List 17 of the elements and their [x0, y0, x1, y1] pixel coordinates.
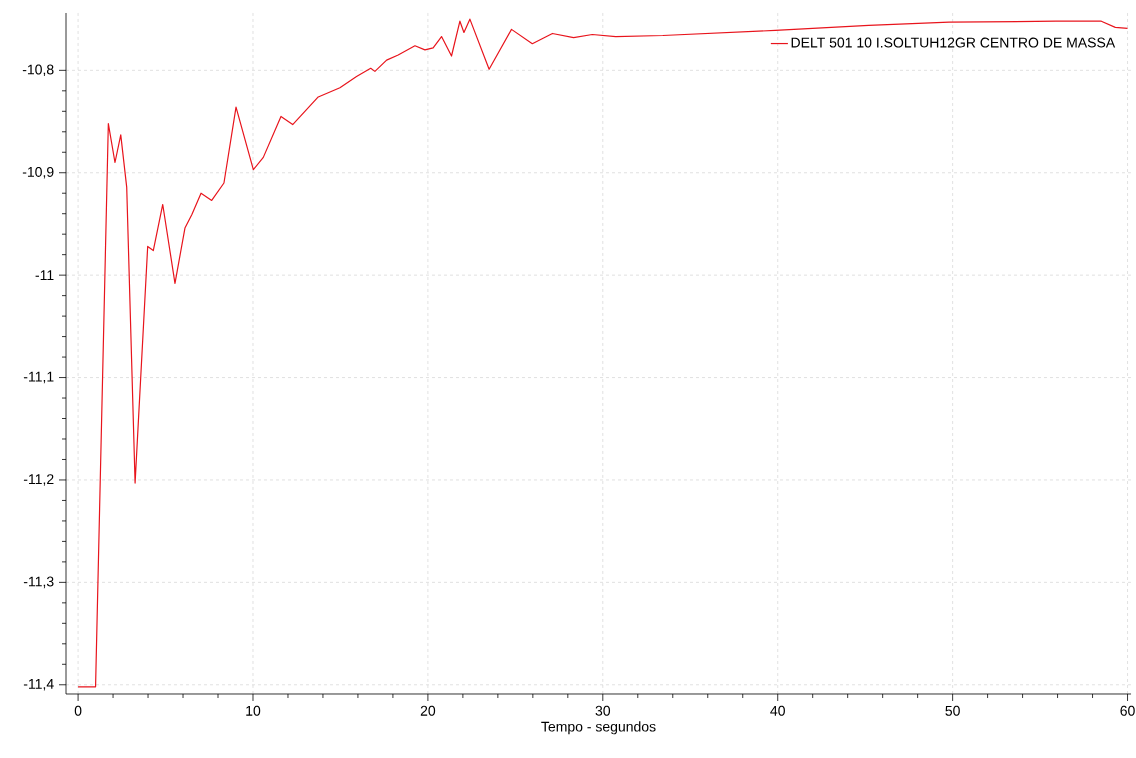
x-tick-label: 10	[246, 705, 261, 716]
x-tick-label: 50	[945, 705, 960, 716]
y-tick-label: -11,4	[23, 679, 54, 691]
y-tick-label: -10,8	[22, 64, 54, 77]
x-tick-label: 40	[770, 705, 785, 716]
x-tick-label: 20	[420, 705, 436, 716]
legend-label: DELT 501 10 I.SOLTUH12GR CENTRO DE MASSA	[791, 37, 1116, 48]
y-tick-label: -11,3	[23, 576, 54, 589]
line-series	[77, 18, 1129, 688]
y-tick-label: -11	[35, 270, 54, 280]
y-tick-label: -10,9	[22, 166, 54, 179]
y-tick-label: -11,2	[23, 474, 54, 486]
y-tick-label: -11,1	[23, 371, 54, 384]
x-tick-label: 60	[1120, 705, 1135, 716]
x-tick-label: 30	[595, 705, 611, 716]
x-tick-label: 0	[74, 705, 82, 716]
x-axis-title: Tempo - segundos	[541, 721, 656, 735]
